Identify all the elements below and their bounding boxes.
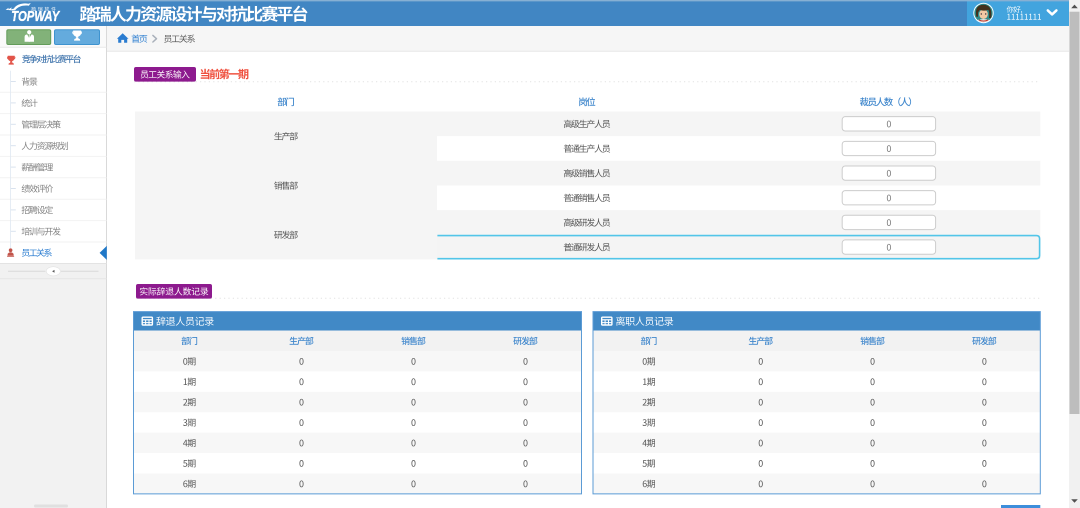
svg-text:TOPWAY: TOPWAY: [11, 8, 60, 25]
